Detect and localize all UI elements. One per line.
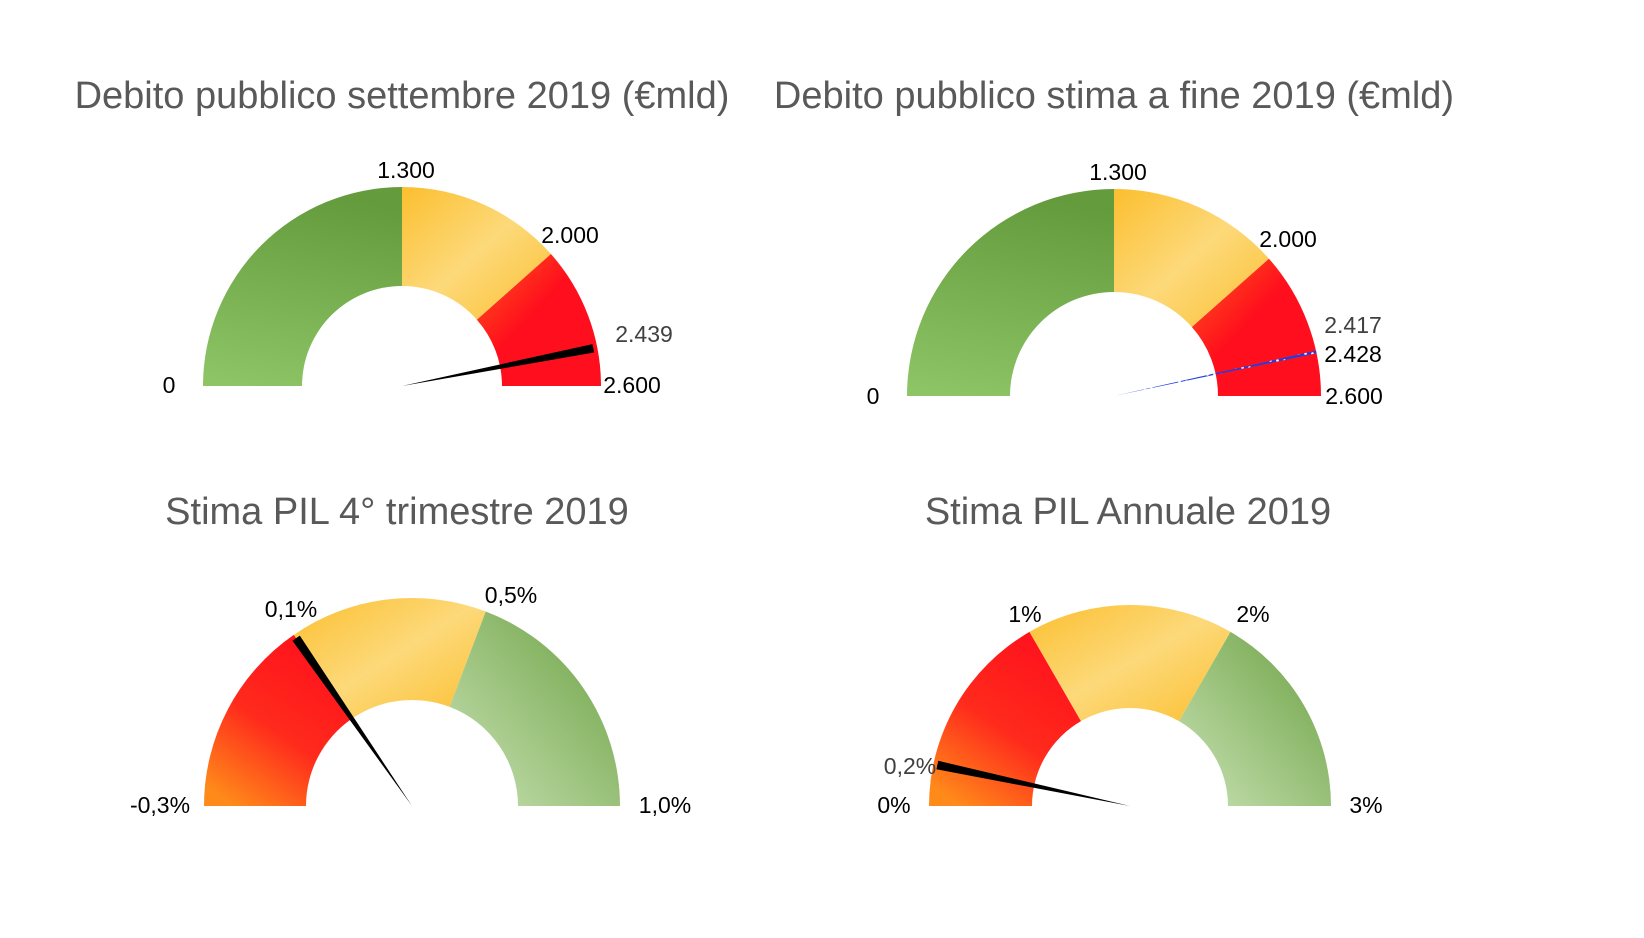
gauge-4-label-b1: 1%: [1008, 601, 1041, 627]
gauge-3-band-yellow: [293, 598, 486, 719]
gauge-4-label-max: 3%: [1349, 792, 1382, 818]
gauge-pil-trimestre: Stima PIL 4° trimestre 2019 -0,3% 0,1% 0…: [130, 491, 691, 818]
gauge-2-band-green: [907, 189, 1114, 396]
gauge-2-title: Debito pubblico stima a fine 2019 (€mld): [774, 75, 1454, 117]
gauge-4-band-yellow: [1029, 605, 1231, 722]
gauge-debito-settembre: Debito pubblico settembre 2019 (€mld) 0 …: [75, 75, 730, 398]
gauge-3-label-b2: 0,5%: [485, 582, 537, 608]
gauge-4-needle: [936, 760, 1130, 806]
gauge-4-needle-label: 0,2%: [884, 753, 936, 779]
gauge-3-band-red: [204, 634, 352, 806]
gauge-4-band-red: [929, 631, 1081, 806]
gauge-1-needle-label: 2.439: [615, 321, 673, 347]
gauge-1-label-b1: 1.300: [377, 157, 435, 183]
gauge-4-label-min: 0%: [877, 792, 910, 818]
gauge-1-band-green: [203, 187, 402, 386]
gauge-3-label-max: 1,0%: [639, 792, 691, 818]
gauge-3-band-green: [449, 611, 620, 806]
gauge-2-label-b1: 1.300: [1089, 159, 1147, 185]
gauge-3-label-b1: 0,1%: [265, 596, 317, 622]
gauge-pil-annuale: Stima PIL Annuale 2019 0% 1% 2% 3% 0,2%: [877, 491, 1382, 818]
gauge-2-band-yellow: [1114, 188, 1269, 328]
gauge-1-band-yellow: [402, 187, 551, 320]
gauge-1-needle: [402, 344, 595, 386]
gauge-debito-fine-anno: Debito pubblico stima a fine 2019 (€mld)…: [774, 75, 1454, 409]
gauge-3-needle: [292, 635, 412, 806]
gauge-2-range-wedge: [1114, 350, 1317, 396]
gauge-2-range-label-from: 2.417: [1324, 312, 1382, 338]
gauge-1-title: Debito pubblico settembre 2019 (€mld): [75, 75, 730, 117]
gauge-4-label-b2: 2%: [1236, 601, 1269, 627]
gauge-4-band-green: [1179, 631, 1331, 806]
gauge-1-label-b2: 2.000: [541, 222, 599, 248]
gauge-1-label-max: 2.600: [603, 372, 661, 398]
gauge-3-label-min: -0,3%: [130, 792, 190, 818]
gauge-2-label-b2: 2.000: [1259, 226, 1317, 252]
gauge-1-label-min: 0: [163, 372, 176, 398]
gauge-2-band-red: [1191, 258, 1321, 396]
gauge-2-range-label-to: 2.428: [1324, 341, 1382, 367]
gauge-3-title: Stima PIL 4° trimestre 2019: [165, 491, 629, 533]
gauge-2-label-min: 0: [867, 383, 880, 409]
gauge-4-title: Stima PIL Annuale 2019: [925, 491, 1331, 533]
gauge-2-label-max: 2.600: [1325, 383, 1383, 409]
